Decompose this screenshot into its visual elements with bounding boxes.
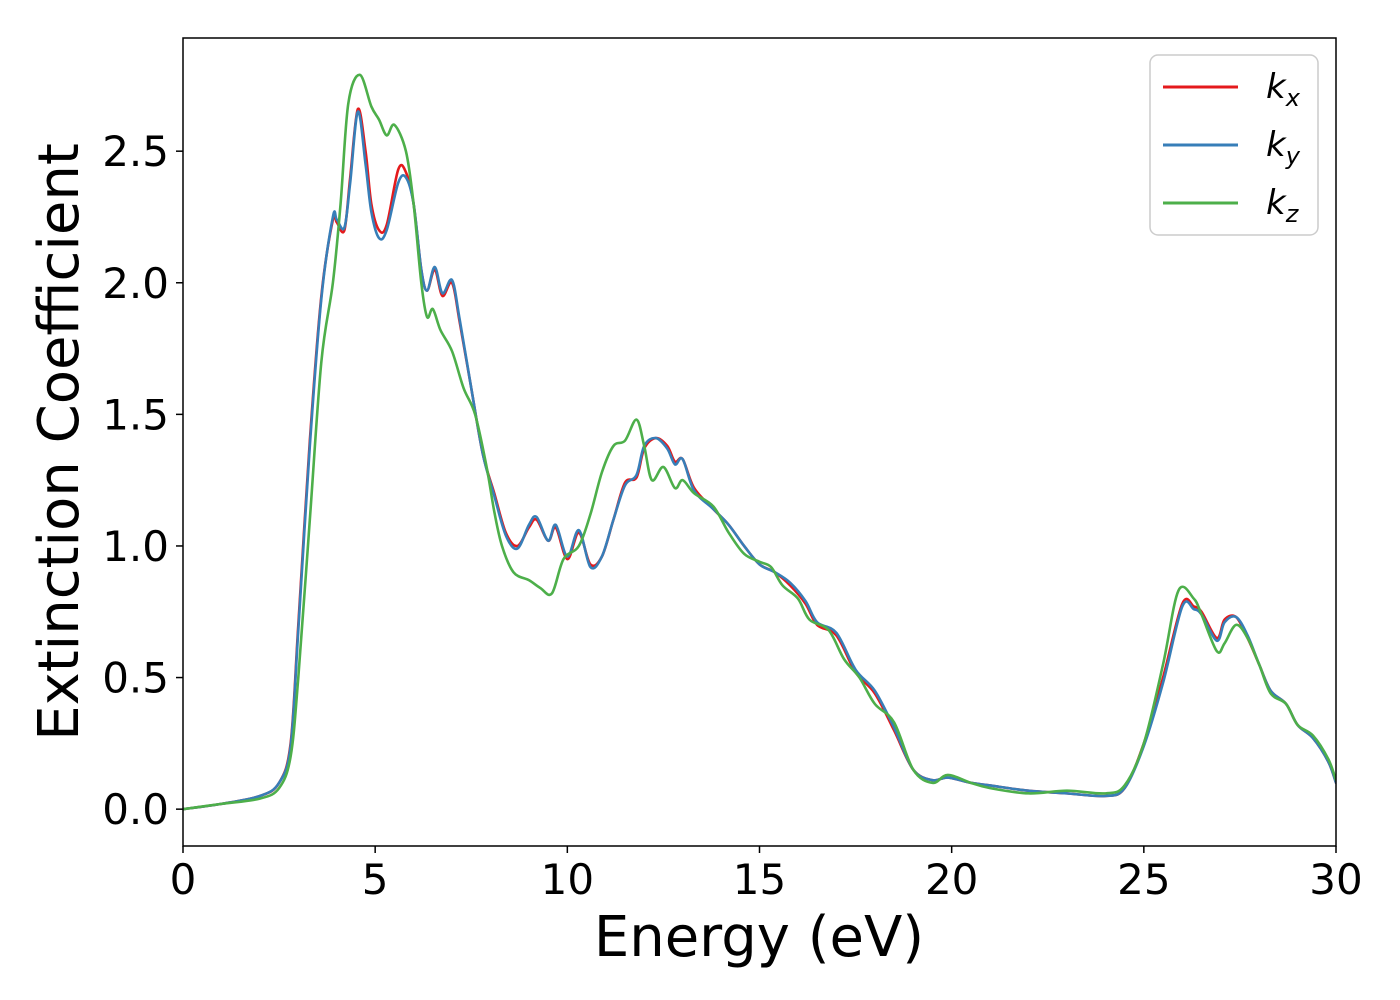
x-tick-label: 30: [1309, 855, 1362, 904]
x-axis: 0 5 10 15 20 25 30: [170, 846, 1363, 904]
y-tick-label: 1.5: [102, 390, 169, 439]
legend-label-x: kx: [1266, 67, 1301, 112]
series-layer: [183, 73, 1336, 811]
y-tick-label: 2.5: [102, 127, 169, 176]
legend-label-main: k: [1266, 183, 1287, 223]
y-tick-label: 2.0: [102, 259, 169, 308]
x-tick-label: 25: [1117, 855, 1170, 904]
legend-label-subscript: z: [1285, 200, 1300, 228]
legend-label-y: ky: [1266, 125, 1301, 170]
y-axis-label: Extinction Coefficient: [27, 143, 92, 741]
y-tick-label: 0.5: [102, 654, 169, 703]
x-tick-label: 15: [733, 855, 786, 904]
legend-label-subscript: y: [1285, 142, 1301, 170]
x-tick-label: 10: [541, 855, 594, 904]
series-line-y: [183, 110, 1336, 811]
x-tick-label: 5: [362, 855, 389, 904]
y-tick-label: 1.0: [102, 522, 169, 571]
y-tick-label: 0.0: [102, 785, 169, 834]
series-line-z: [183, 73, 1336, 811]
legend-label-z: kz: [1266, 183, 1300, 228]
x-axis-label: Energy (eV): [594, 905, 924, 970]
legend-label-subscript: x: [1285, 84, 1301, 112]
legend-label-main: k: [1266, 125, 1287, 165]
x-tick-label: 0: [170, 855, 197, 904]
y-axis: 0.0 0.5 1.0 1.5 2.0 2.5: [102, 127, 183, 834]
x-tick-label: 20: [925, 855, 978, 904]
legend-label-main: k: [1266, 67, 1287, 107]
